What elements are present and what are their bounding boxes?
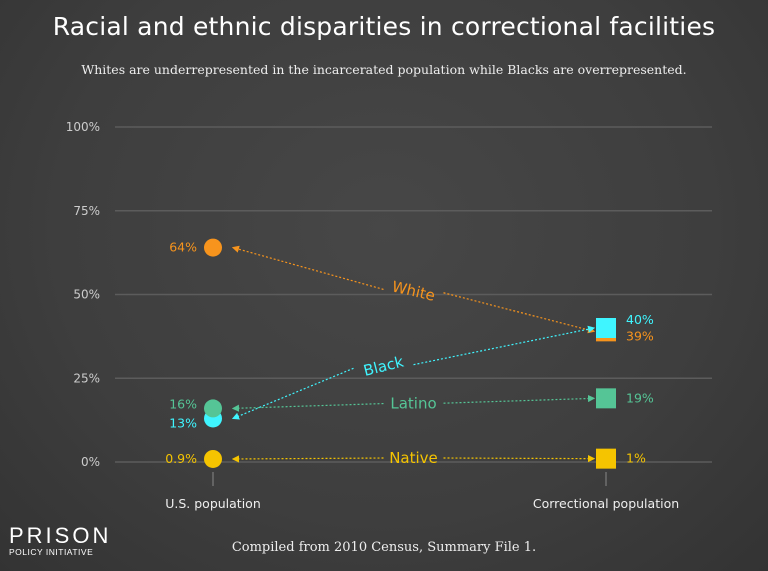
series-label: White [390, 277, 437, 304]
connector-right [413, 325, 596, 366]
connector-left [231, 367, 354, 420]
y-tick-label: 25% [73, 371, 100, 385]
chart-subtitle: Whites are underrepresented in the incar… [81, 62, 687, 77]
data-label: 16% [169, 396, 197, 411]
y-tick-label: 75% [73, 204, 100, 218]
connector-right [443, 455, 596, 463]
data-point [596, 448, 616, 469]
logo-line1: PRISON [9, 523, 112, 548]
connector-right [443, 292, 596, 334]
x-tick-label: U.S. population [165, 496, 261, 511]
series-label: Black [362, 352, 406, 379]
source-note: Compiled from 2010 Census, Summary File … [231, 540, 537, 555]
connector-right [443, 394, 596, 404]
series-label: Latino [390, 394, 436, 412]
x-tick-label: Correctional population [533, 496, 679, 511]
data-point [204, 238, 222, 257]
y-tick-label: 50% [73, 288, 100, 302]
logo-line2: POLICY INITIATIVE [9, 547, 94, 557]
logo: PRISON POLICY INITIATIVE [9, 523, 112, 558]
connector-left [231, 455, 384, 463]
connector-left [231, 245, 384, 290]
connector-left [231, 402, 384, 412]
data-label: 19% [626, 390, 654, 405]
data-point [204, 399, 222, 418]
data-label: 39% [626, 328, 654, 343]
data-label: 1% [626, 451, 646, 466]
series-label: Native [389, 449, 438, 467]
data-label: 0.9% [165, 451, 197, 466]
chart-title: Racial and ethnic disparities in correct… [52, 12, 716, 41]
y-tick-label: 0% [81, 455, 100, 469]
data-label: 40% [626, 312, 654, 327]
y-tick-label: 100% [66, 120, 100, 134]
data-point [596, 318, 616, 338]
data-point [596, 388, 616, 409]
data-label: 64% [169, 240, 197, 255]
data-label: 13% [169, 415, 197, 430]
data-point [204, 449, 222, 468]
